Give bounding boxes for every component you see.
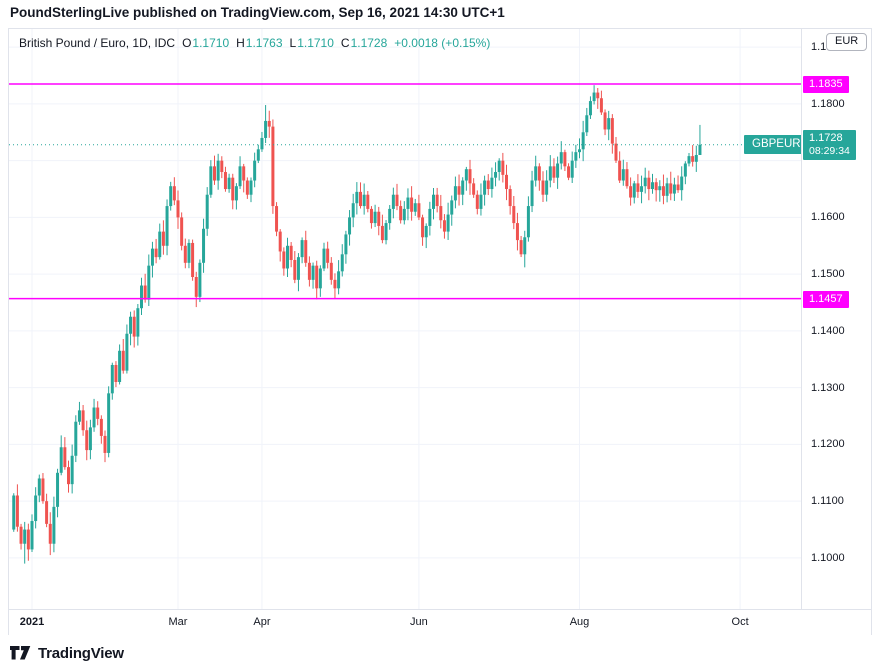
y-axis-tick: 1.1300 — [811, 382, 845, 394]
x-axis-tick: 2021 — [20, 616, 44, 628]
y-axis-tick: 1.1800 — [811, 98, 845, 110]
currency-toggle-button[interactable]: EUR — [826, 33, 867, 51]
time-axis[interactable]: 2021 Mar Apr Jun Aug Oct — [9, 609, 871, 635]
chart-frame: British Pound / Euro, 1D, IDCO1.1710H1.1… — [8, 28, 872, 635]
x-axis-tick: Jun — [410, 616, 428, 628]
level-price-badge-low: 1.1457 — [803, 291, 849, 308]
high-label: H — [236, 36, 245, 50]
x-axis-tick: Apr — [253, 616, 270, 628]
open-value: 1.1710 — [192, 36, 229, 50]
y-axis-tick: 1.1100 — [811, 495, 844, 507]
y-axis-tick: 1.1200 — [811, 438, 845, 450]
y-axis-tick: 1.1500 — [811, 268, 845, 280]
x-axis-tick: Aug — [570, 616, 590, 628]
candlestick-canvas[interactable] — [9, 29, 801, 609]
y-axis-tick: 1.1000 — [811, 552, 845, 564]
y-axis-tick: 1.1600 — [811, 211, 845, 223]
symbol-legend: British Pound / Euro, 1D, IDCO1.1710H1.1… — [19, 36, 490, 50]
symbol-description: British Pound / Euro, 1D, IDC — [19, 36, 175, 50]
tradingview-wordmark: TradingView — [38, 645, 124, 662]
tradingview-logo-icon — [10, 645, 31, 661]
x-axis-tick: Oct — [732, 616, 749, 628]
x-axis-tick: Mar — [169, 616, 188, 628]
symbol-price-tag: GBPEUR — [744, 135, 801, 154]
bar-countdown: 08:29:34 — [809, 145, 850, 158]
price-axis[interactable]: 1.1000 1.1100 1.1200 1.1300 1.1400 1.1500 1.16… — [801, 29, 871, 609]
low-label: L — [290, 36, 297, 50]
close-value: 1.1728 — [351, 36, 388, 50]
close-label: C — [341, 36, 350, 50]
open-label: O — [182, 36, 191, 50]
y-axis-tick: 1.1400 — [811, 325, 845, 337]
last-price-value: 1.1728 — [809, 132, 850, 145]
attribution-text: PoundSterlingLive published on TradingVi… — [10, 5, 505, 20]
level-price-badge-high: 1.1835 — [803, 76, 849, 93]
change-value: +0.0018 (+0.15%) — [394, 36, 490, 50]
low-value: 1.1710 — [297, 36, 334, 50]
last-price-badge: 1.1728 08:29:34 — [803, 130, 856, 160]
chart-plot-area[interactable]: British Pound / Euro, 1D, IDCO1.1710H1.1… — [9, 29, 801, 609]
tradingview-brand[interactable]: TradingView — [10, 642, 124, 664]
high-value: 1.1763 — [246, 36, 283, 50]
